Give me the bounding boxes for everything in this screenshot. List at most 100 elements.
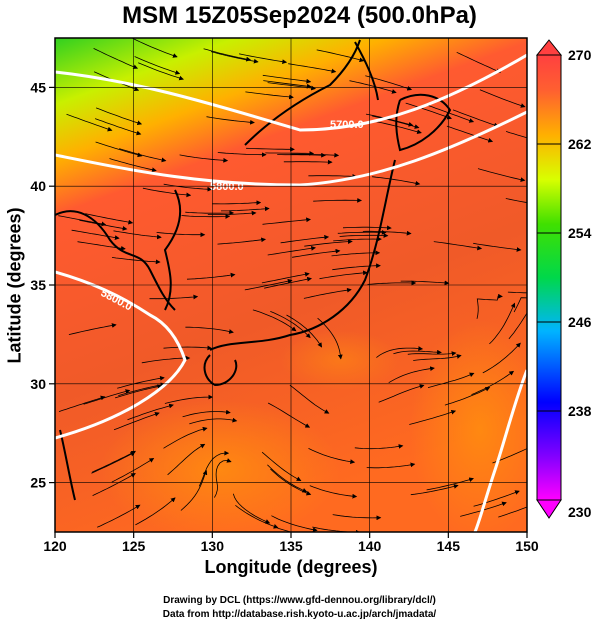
streamline [489,302,516,345]
streamline [405,102,452,120]
streamline [217,152,267,158]
streamline [71,229,120,240]
streamline [367,280,417,286]
y-tick-label: 35 [30,277,46,293]
streamline [91,452,136,474]
streamline [111,457,155,483]
streamline [189,417,238,425]
streamline [376,346,424,358]
streamline [498,506,527,518]
streamline [235,504,279,529]
streamline [362,230,412,236]
colorbar-tick-label: 238 [568,403,592,419]
credit-drawing: Drawing by DCL (https://www.gfd-dennou.o… [163,595,436,606]
streamline [261,451,302,481]
streamline [482,342,521,374]
colorbar-bottom-arrow [536,499,562,519]
contour-5800-north [55,110,527,187]
streamline [332,514,382,521]
streamline [456,51,502,73]
streamline [267,464,308,493]
streamline [505,198,527,203]
streamline [94,118,142,136]
streamline [113,230,162,240]
streamline [252,309,297,332]
x-tick-label: 150 [515,538,539,554]
streamline [333,236,382,242]
streamline [312,526,361,532]
colorbar-tick-label: 246 [568,314,592,330]
streamline [142,187,192,198]
streamline [163,183,213,192]
streamline [339,233,389,238]
streamline [374,120,422,135]
x-tick-label: 125 [122,538,146,554]
streamline [275,526,293,532]
contour-label-5800-a: 5800.0 [210,181,244,193]
streamline [477,168,526,182]
streamline [66,113,113,132]
streamline [427,372,475,388]
streamline [118,382,166,396]
streamline [267,402,311,428]
streamline [156,232,206,238]
streamline [290,152,340,158]
streamline [138,62,184,81]
streamline [262,217,311,225]
streamline [214,458,232,498]
streamline [303,287,352,299]
streamline [313,198,362,203]
streamline [471,370,515,395]
streamline [127,403,174,421]
streamline [289,384,330,414]
credit-data: Data from http://database.rish.kyoto-u.a… [162,609,437,620]
y-tick-label: 25 [30,475,46,491]
streamline [221,206,270,212]
y-tick-label: 30 [30,376,46,392]
colorbar: 270 262 254 246 238 230 [535,39,592,520]
coastline-china [55,210,176,311]
x-axis-label: Longitude (degrees) [204,557,378,577]
colorbar-ramp [536,54,562,501]
x-axis-ticks: 120 125 130 135 140 145 150 [43,532,539,554]
streamline [292,248,341,258]
streamline [366,462,416,469]
streamline [163,426,208,449]
streamline [342,225,392,231]
streamline [180,469,208,511]
colorbar-tick-label: 254 [568,225,592,241]
streamline [308,174,358,179]
streamline [212,200,262,206]
streamline [181,214,231,219]
streamline [185,210,235,216]
streamline [186,272,236,280]
streamline [280,234,330,244]
streamline [349,80,397,94]
coastline-honshu [209,159,396,351]
streamline [179,154,229,163]
streamline [365,113,414,127]
wind-streamlines [58,38,527,532]
streamline [444,387,491,406]
colorbar-tick-label: 262 [568,136,592,152]
y-axis-label: Latitude (degrees) [4,207,25,364]
streamline [79,219,128,231]
y-tick-label: 40 [30,178,46,194]
x-tick-label: 120 [43,538,67,554]
map-grid [55,38,527,532]
colorbar-top-arrow [535,39,563,56]
streamline [109,158,157,173]
streamline [267,246,316,256]
contour-5800-west [55,270,187,440]
streamline [93,48,139,69]
x-tick-label: 145 [437,538,461,554]
streamline [409,409,457,425]
streamline [97,504,141,528]
streamline [85,213,134,225]
x-tick-label: 130 [201,538,225,554]
streamline [246,146,295,152]
streamline [83,389,131,405]
streamline [182,409,231,418]
contour-east [473,369,527,532]
streamline [337,230,387,235]
